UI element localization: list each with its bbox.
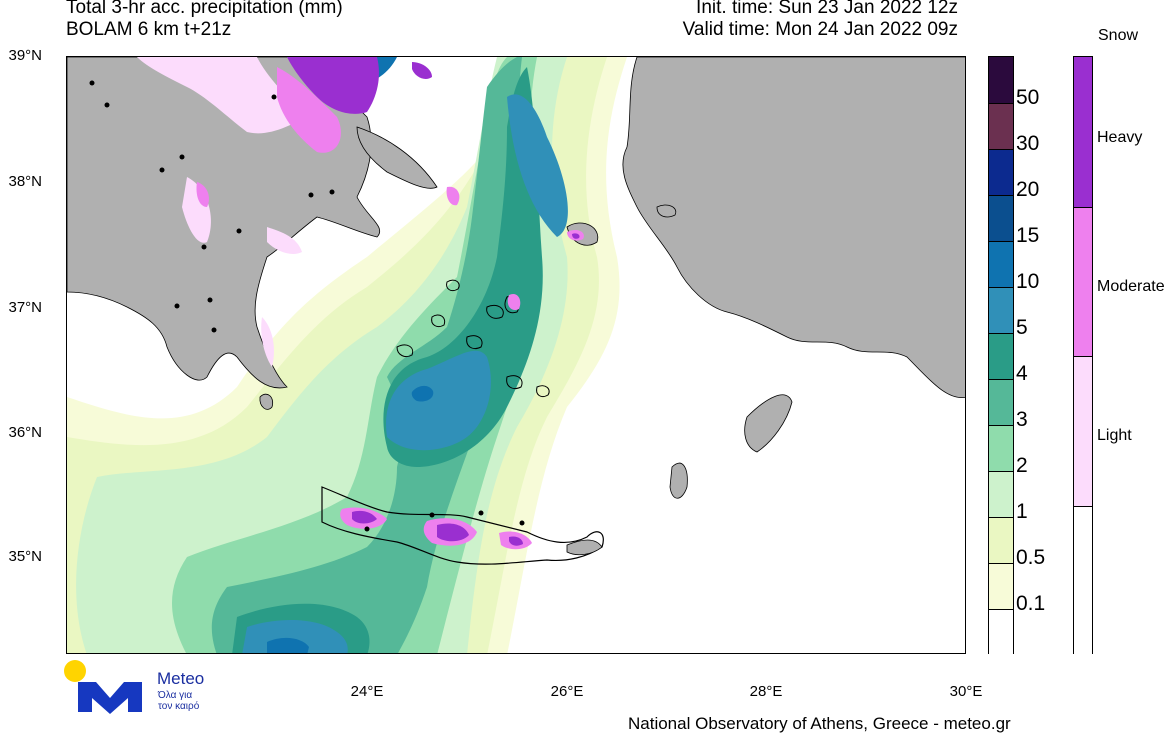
snow-moderate-peloponnese xyxy=(196,182,209,207)
precip-colorbar-segment xyxy=(989,471,1013,517)
snow-heavy-crete-east xyxy=(509,536,523,546)
snow-moderate-andros xyxy=(446,186,460,206)
precip-colorbar-segment xyxy=(989,149,1013,195)
lat-label-38: 38°N xyxy=(8,173,42,190)
precip-level-label: 2 xyxy=(1016,454,1028,477)
euboea xyxy=(356,126,438,189)
land xyxy=(67,57,965,499)
lon-label-24: 24°E xyxy=(350,683,384,700)
snow-colorbar-segment xyxy=(1074,505,1092,655)
snow-colorbar-segment xyxy=(1074,206,1092,356)
sun-icon xyxy=(64,660,86,682)
crete-east-land xyxy=(566,539,603,556)
lat-label-39: 39°N xyxy=(8,47,42,64)
lon-label-30: 30°E xyxy=(949,683,983,700)
lat-label-37: 37°N xyxy=(8,299,42,316)
logo-tagline-line1: Όλα για xyxy=(158,690,193,701)
precip-level-label: 10 xyxy=(1016,270,1040,293)
snow-moderate-north xyxy=(277,67,341,153)
snow-light-attica xyxy=(267,227,302,254)
greece-mainland xyxy=(67,57,380,389)
precip-colorbar-segment xyxy=(989,379,1013,425)
snow-label-light: Light xyxy=(1097,427,1132,444)
precip-colorbar-segment xyxy=(989,609,1013,655)
rhodes xyxy=(744,394,793,453)
snow-light-mani xyxy=(261,317,274,367)
precip-colorbar-segment xyxy=(989,425,1013,471)
cyclades xyxy=(396,279,550,398)
valid-time: Valid time: Mon 24 Jan 2022 09z xyxy=(682,19,958,40)
footer-credit: National Observatory of Athens, Greece -… xyxy=(628,714,1011,733)
precip-colorbar-segment xyxy=(989,57,1013,103)
precip-level-label: 50 xyxy=(1016,86,1040,109)
precip-level-label: 5 xyxy=(1016,316,1028,339)
precip-colorbar-segment xyxy=(989,241,1013,287)
precip-level-label: 3 xyxy=(1016,408,1028,431)
lat-label-36: 36°N xyxy=(8,424,42,441)
precip-colorbar-segment xyxy=(989,195,1013,241)
meteo-logo xyxy=(64,660,142,714)
kythira xyxy=(259,393,274,410)
lat-label-35: 35°N xyxy=(8,548,42,565)
snow-heavy-crete-west xyxy=(352,510,377,524)
precipitation-map xyxy=(66,56,966,654)
snow-heavy-samos xyxy=(572,233,580,239)
precip-colorbar-segment xyxy=(989,563,1013,609)
snow-light-peloponnese xyxy=(137,57,307,134)
snow-colorbar xyxy=(1073,56,1093,655)
logo-name: Meteo xyxy=(157,669,205,688)
snow-heavy-crete-center xyxy=(437,523,469,542)
snow-areas xyxy=(137,57,584,550)
init-time: Init. time: Sun 23 Jan 2022 12z xyxy=(696,0,958,18)
map-canvas xyxy=(67,57,965,653)
snow-heavy-north xyxy=(287,57,379,114)
crete xyxy=(321,486,604,565)
precip-level-label: 30 xyxy=(1016,132,1040,155)
precip-level-label: 20 xyxy=(1016,178,1040,201)
city-markers xyxy=(89,80,525,532)
lon-label-26: 26°E xyxy=(550,683,584,700)
turkey xyxy=(622,57,965,399)
m-logo-icon xyxy=(78,682,142,714)
snow-colorbar-segment xyxy=(1074,57,1092,207)
precip-level-label: 15 xyxy=(1016,224,1040,247)
snow-legend-title: Snow xyxy=(1098,27,1139,44)
snow-colorbar-segment xyxy=(1074,356,1092,506)
snow-label-moderate: Moderate xyxy=(1097,278,1165,295)
logo-tagline-line2: τον καιρό xyxy=(158,701,200,712)
samos xyxy=(656,204,677,218)
snow-label-heavy: Heavy xyxy=(1097,129,1143,146)
map-title: Total 3-hr acc. precipitation (mm) xyxy=(66,0,343,18)
snow-moderate-naxos xyxy=(507,293,521,311)
precip-10 xyxy=(242,94,568,653)
karpathos xyxy=(669,462,688,499)
precip-3 xyxy=(211,57,527,653)
precip-level-label: 0.5 xyxy=(1016,546,1046,569)
snow-heavy-lemnos xyxy=(412,62,432,80)
logo-tagline: Όλα για τον καιρό xyxy=(158,690,218,712)
precip-colorbar-segment xyxy=(989,103,1013,149)
precip-level-label: 0.1 xyxy=(1016,592,1046,615)
precip-colorbar-segment xyxy=(989,517,1013,563)
precip-level-label: 4 xyxy=(1016,362,1028,385)
precip-colorbar-segment xyxy=(989,333,1013,379)
lon-label-28: 28°E xyxy=(749,683,783,700)
model-label: BOLAM 6 km t+21z xyxy=(66,19,232,40)
precip-colorbar-segment xyxy=(989,287,1013,333)
precip-level-label: 1 xyxy=(1016,500,1028,523)
precip-colorbar xyxy=(988,56,1014,655)
